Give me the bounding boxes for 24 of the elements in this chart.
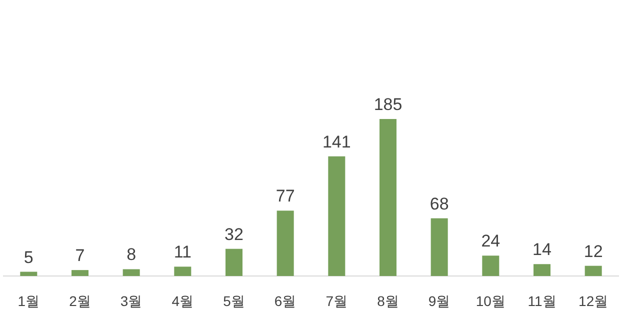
x-tick-label: 7월 [326,293,348,309]
data-label: 12 [584,242,603,261]
data-label: 8 [126,245,136,264]
data-label: 185 [374,95,402,114]
x-tick-label: 10월 [476,293,506,309]
x-tick-label: 12월 [578,293,608,309]
data-label: 77 [276,186,295,206]
data-label: 14 [532,240,552,260]
data-label: 141 [322,132,351,152]
x-tick-label: 9월 [428,293,450,309]
x-tick-label: 2월 [69,293,91,309]
x-tick-label: 3월 [120,293,142,309]
data-label: 68 [430,194,449,214]
x-tick-label: 8월 [377,293,399,309]
data-label: 24 [481,232,500,251]
data-label: 7 [75,246,85,266]
data-label: 11 [174,242,192,262]
x-tick-label: 1월 [18,293,40,309]
x-tick-label: 11월 [528,293,556,309]
x-tick-label: 6월 [274,293,296,309]
x-tick-label: 4월 [172,293,194,309]
data-label: 32 [224,224,244,244]
data-label: 5 [24,248,34,267]
x-tick-label: 5월 [223,293,245,309]
